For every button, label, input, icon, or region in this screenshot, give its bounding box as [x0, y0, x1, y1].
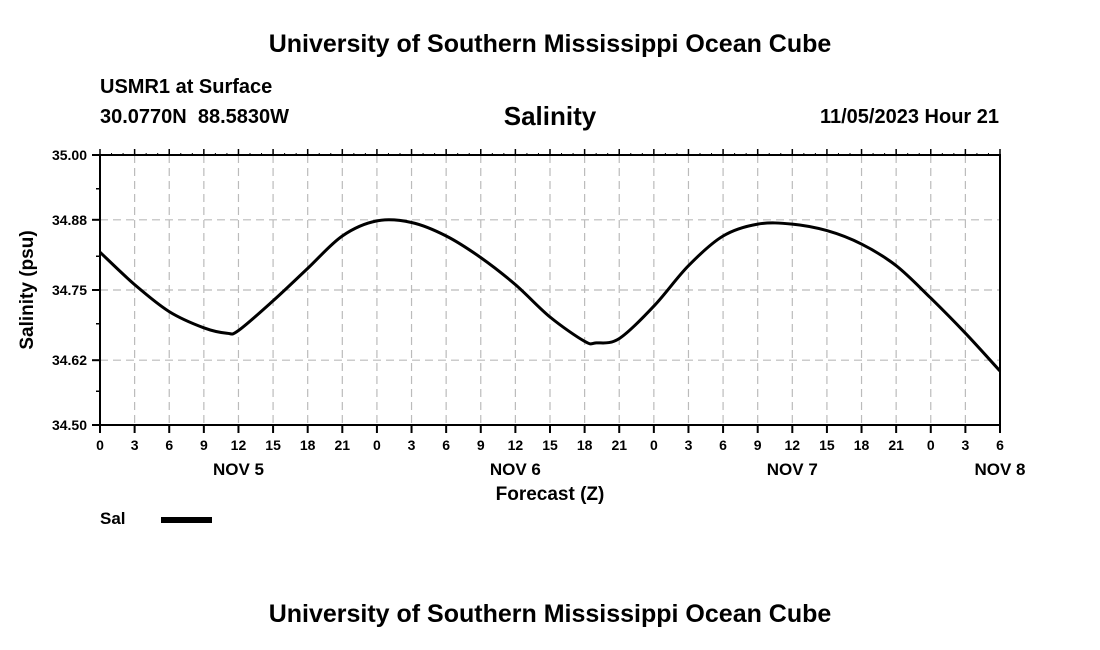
- x-tick-label: 9: [477, 437, 485, 453]
- tick-layer: [92, 149, 1001, 433]
- x-tick-label: 15: [265, 437, 281, 453]
- x-tick-label: 3: [685, 437, 693, 453]
- series-line-sal: [98, 218, 1002, 373]
- x-axis-label: Forecast (Z): [496, 484, 605, 505]
- day-label: NOV 5: [213, 460, 264, 479]
- page-title: University of Southern Mississippi Ocean…: [268, 30, 832, 58]
- y-tick-label: 34.62: [52, 352, 87, 368]
- x-tick-label: 6: [442, 437, 450, 453]
- x-tick-label: 12: [785, 437, 801, 453]
- label-layer: 35.00 34.88 34.75 34.62 34.50 0 3 6 9 12 15 18 21 0 3 6…: [52, 147, 1026, 479]
- y-tick-label: 35.00: [52, 147, 87, 163]
- x-tick-label: 6: [996, 437, 1004, 453]
- chart-title: Salinity: [503, 101, 597, 131]
- y-tick-label: 34.50: [52, 417, 87, 433]
- legend-label: Sal: [100, 509, 126, 528]
- legend-swatch: [161, 517, 212, 523]
- footer-title: University of Southern Mississippi Ocean…: [268, 600, 832, 628]
- x-tick-label: 21: [611, 437, 627, 453]
- x-tick-label: 18: [577, 437, 593, 453]
- x-tick-label: 0: [927, 437, 935, 453]
- x-tick-label: 6: [165, 437, 173, 453]
- day-label: NOV 8: [974, 460, 1025, 479]
- x-tick-label: 0: [373, 437, 381, 453]
- x-tick-label: 21: [335, 437, 351, 453]
- day-label: NOV 6: [490, 460, 541, 479]
- forecast-datetime: 11/05/2023 Hour 21: [819, 106, 999, 128]
- x-tick-label: 0: [96, 437, 104, 453]
- station-coordinates: 30.0770N 88.5830W: [100, 106, 290, 128]
- day-label: NOV 7: [767, 460, 818, 479]
- x-tick-label: 3: [408, 437, 416, 453]
- station-label: USMR1 at Surface: [100, 76, 273, 98]
- x-tick-label: 15: [542, 437, 558, 453]
- x-tick-label: 21: [888, 437, 904, 453]
- x-tick-label: 0: [650, 437, 658, 453]
- y-tick-label: 34.75: [52, 282, 87, 298]
- y-axis-label: Salinity (psu): [17, 230, 38, 349]
- x-tick-label: 15: [819, 437, 835, 453]
- grid-layer: [100, 154, 1000, 426]
- x-tick-label: 3: [131, 437, 139, 453]
- x-tick-label: 6: [719, 437, 727, 453]
- x-tick-label: 12: [231, 437, 247, 453]
- x-tick-label: 18: [300, 437, 316, 453]
- x-tick-label: 9: [754, 437, 762, 453]
- x-tick-label: 12: [508, 437, 524, 453]
- x-tick-label: 18: [854, 437, 870, 453]
- x-tick-label: 3: [961, 437, 969, 453]
- y-tick-label: 34.88: [52, 212, 87, 228]
- x-tick-label: 9: [200, 437, 208, 453]
